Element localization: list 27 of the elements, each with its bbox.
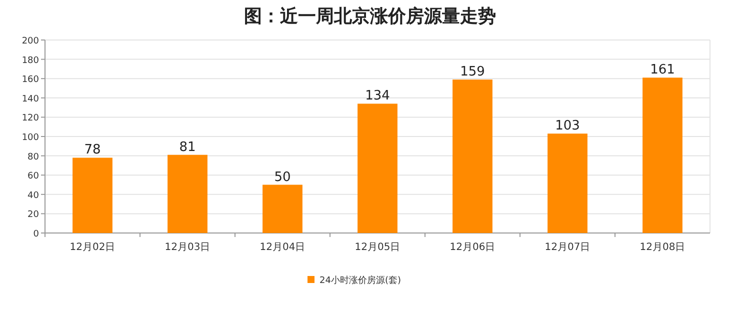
xtick: 12月07日 (544, 242, 590, 253)
data-label: 161 (650, 62, 675, 78)
xtick: 12月08日 (640, 242, 686, 253)
ytick: 200 (22, 36, 39, 46)
data-label: 50 (274, 170, 291, 185)
ytick: 40 (28, 190, 39, 201)
data-label: 81 (179, 140, 196, 155)
xtick: 12月06日 (450, 242, 496, 253)
ytick: 80 (28, 152, 39, 162)
data-label: 78 (84, 142, 101, 158)
legend: 24小时涨价房源(套) (320, 276, 401, 286)
ytick: 160 (22, 75, 39, 86)
ytick: 60 (28, 172, 39, 182)
xtick: 12月04日 (260, 242, 306, 253)
ytick: 20 (28, 210, 39, 220)
ytick: 180 (22, 56, 39, 66)
xtick: 12月03日 (164, 242, 210, 253)
ytick: 0 (33, 230, 39, 240)
data-label: 134 (365, 88, 390, 104)
data-label: 103 (555, 118, 580, 134)
xtick: 12月05日 (354, 242, 400, 253)
ytick: 140 (22, 94, 39, 104)
ytick: 100 (22, 133, 39, 143)
title: 图：近一周北京涨价房源量走势 (244, 6, 496, 27)
xtick: 12月02日 (70, 242, 116, 253)
ytick: 120 (22, 114, 39, 124)
data-label: 159 (460, 64, 485, 80)
